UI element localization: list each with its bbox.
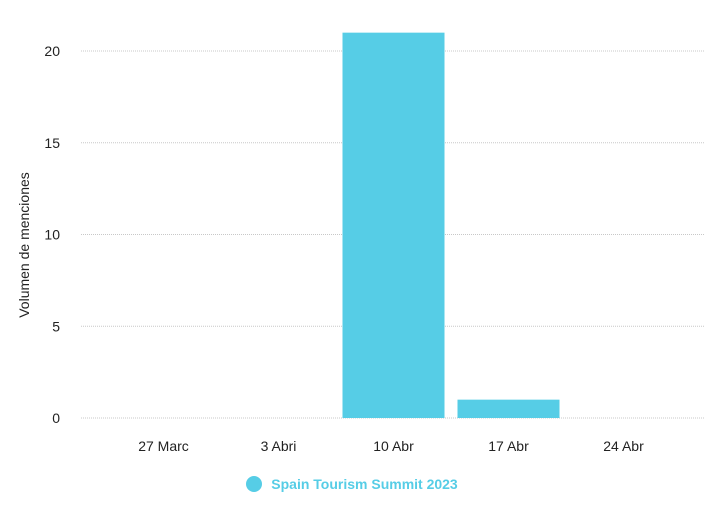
y-tick-label: 0 (52, 410, 60, 426)
y-tick-label: 5 (52, 318, 60, 334)
x-tick-label: 17 Abr (488, 438, 529, 454)
x-tick-label: 27 Marc (138, 438, 189, 454)
legend-dot-icon (246, 476, 263, 492)
bar[interactable] (342, 32, 445, 419)
y-axis-label: Volumen de menciones (16, 172, 32, 318)
x-tick-label: 24 Abr (603, 438, 644, 454)
y-tick-label: 15 (44, 135, 60, 151)
y-tick-label: 10 (44, 227, 60, 243)
bar-chart: 0 5 10 15 20 27 Marc 3 Abri 10 Abr 17 Abr 24 Abr… (16, 32, 704, 454)
legend[interactable]: Spain Tourism Summit 2023 (0, 476, 704, 492)
x-tick-label: 3 Abri (261, 438, 297, 454)
x-tick-label: 10 Abr (373, 438, 414, 454)
legend-label: Spain Tourism Summit 2023 (271, 476, 458, 492)
bar[interactable] (457, 399, 560, 418)
y-tick-label: 20 (44, 43, 60, 59)
